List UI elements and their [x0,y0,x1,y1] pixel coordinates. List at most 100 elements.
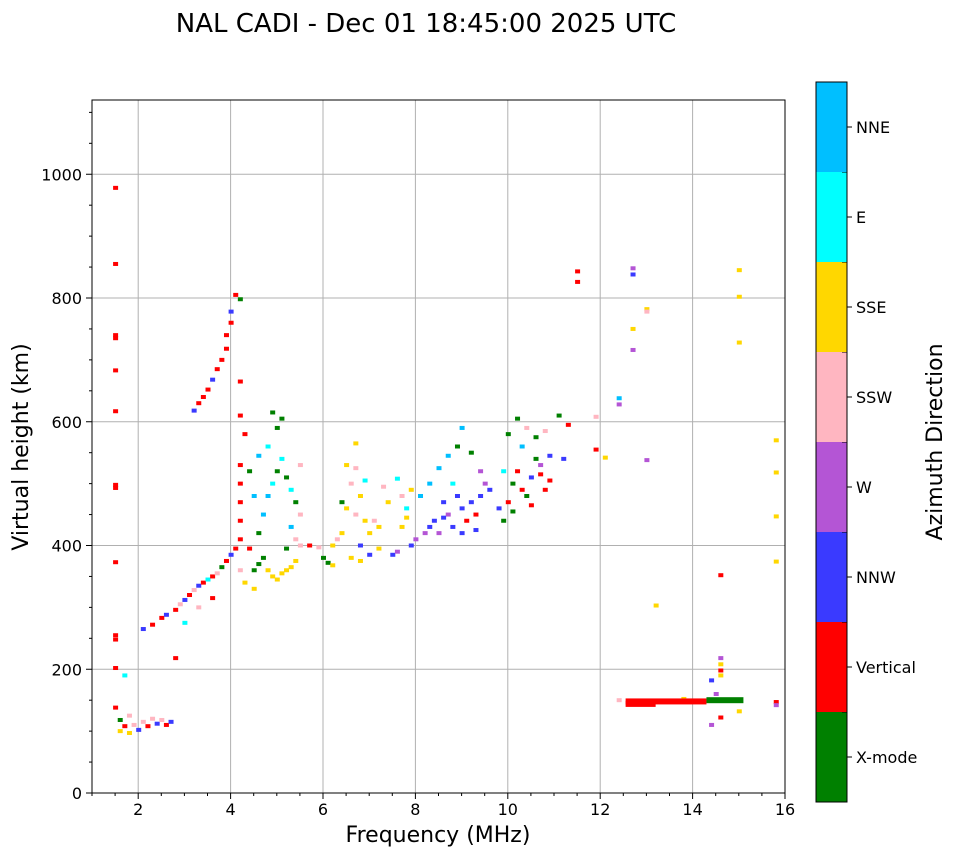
data-point-x-mode [339,500,345,505]
data-point-vertical [515,469,521,474]
data-point-vertical [237,518,243,523]
data-point-e [122,673,128,678]
data-point-nnw [228,552,234,557]
data-point-nne [519,444,525,449]
data-point-x-mode [556,413,562,418]
data-point-nnw [228,309,234,314]
data-point-sse [357,558,363,563]
data-point-ssw [150,716,156,721]
colorbar-swatch-sse [816,262,847,352]
data-point-vertical [214,367,220,372]
data-point-vertical [242,432,248,437]
colorbar-swatch-vertical [816,622,847,712]
data-point-vertical [237,537,243,542]
colorbar-frame [815,81,848,803]
data-point-nnw [136,727,142,732]
data-point-nnw [450,524,456,529]
colorbar-swatch-x-mode [816,712,847,802]
data-point-e [288,487,294,492]
data-point-ssw [399,494,405,498]
data-point-e [501,469,507,474]
colorbar-swatch-nnw [816,532,847,622]
data-point-vertical [196,401,202,406]
data-point-w [478,469,484,474]
data-point-nnw [528,475,534,480]
data-point-w [394,549,400,554]
data-point-nne [260,512,266,517]
data-point-sse [353,441,359,446]
data-point-x-mode [251,568,257,573]
data-point-vertical [210,574,216,579]
data-point-vertical [223,333,229,338]
data-point-x-mode [284,546,290,551]
colorbar-tick-label: E [856,208,866,227]
colorbar-tick-label: W [856,478,872,497]
y-tick-label: 400 [51,537,82,556]
data-point-sse [251,586,257,591]
data-point-vertical [538,472,544,477]
data-point-nnw [441,500,447,505]
data-point-x-mode [533,456,539,461]
data-point-sse [279,571,285,576]
data-point-nnw [140,627,146,632]
data-point-ssw [297,463,303,468]
colorbar-tick-label: Vertical [856,658,916,677]
data-point-sse [736,268,742,273]
data-point-nnw [191,408,197,413]
data-point-sse [117,729,123,734]
data-point-vertical [505,500,511,505]
data-point-x-mode [515,416,521,421]
data-point-sse [126,730,132,735]
data-point-x-mode [505,432,511,437]
data-point-sse [773,470,779,475]
data-point-vertical [113,637,119,642]
data-point-vertical [565,422,571,427]
data-point-nnw [408,543,414,548]
data-point-w [713,692,719,696]
data-point-nnw [182,597,188,602]
data-point-w [436,531,442,536]
data-point-x-mode [219,565,225,570]
data-point-ssw [191,588,197,593]
data-point-vertical [237,379,243,384]
data-point-vertical [237,500,243,505]
x-tick-label: 4 [226,800,236,819]
data-point-sse [344,463,350,468]
data-point-w [773,703,779,708]
data-point-vertical [473,512,479,517]
data-point-ssw [237,568,243,573]
data-point-ssw [353,512,359,517]
data-point-nnw [496,506,502,511]
data-point-x-mode [510,481,516,486]
data-point-sse [330,543,336,548]
data-point-ssw [616,698,622,703]
data-point-nnw [367,552,373,557]
data-point-ssw [348,481,354,486]
data-point-vertical [575,279,581,284]
data-point-ssw [381,484,387,489]
data-point-x-mode [274,469,280,474]
colorbar-tick-label: X-mode [856,748,917,767]
data-point-vertical [113,482,119,487]
data-point-vertical [150,622,156,627]
data-point-ssw [297,512,303,517]
data-point-vertical [223,346,229,351]
data-point-w [445,512,451,517]
data-point-nnw [487,487,493,492]
data-point-vertical [223,558,229,563]
data-point-vertical [519,487,525,492]
data-point-nne [265,494,271,498]
colorbar-tick-label: SSW [856,388,892,407]
data-point-e [182,620,188,625]
data-point-sse [773,438,779,443]
data-point-sse [274,577,280,582]
data-point-sse [376,524,382,529]
data-point-vertical [113,633,119,638]
data-point-ssw [293,537,299,542]
data-point-ssw [644,309,650,314]
data-point-nnw [196,583,202,588]
plot-frame [91,99,786,794]
colorbar-label: Azimuth Direction [923,343,948,540]
data-point-vertical [547,478,553,483]
data-point-x-mode [270,410,276,415]
